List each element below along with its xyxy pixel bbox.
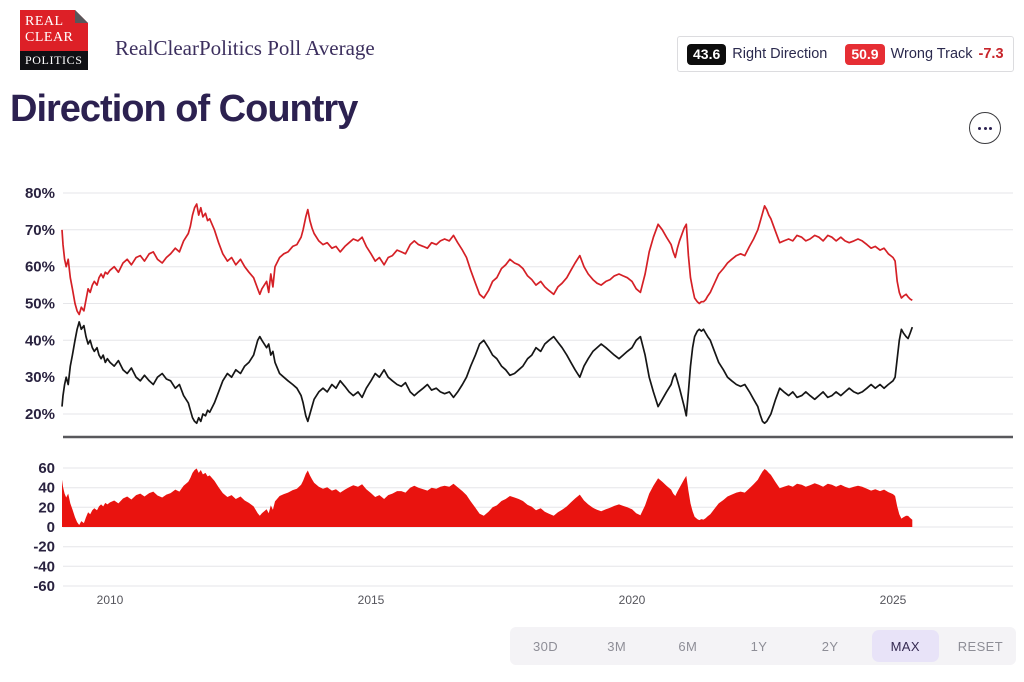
spread-ytick-label: 20: [38, 499, 55, 516]
main-ytick-label: 50%: [25, 296, 55, 313]
poll-average-subtitle: RealClearPolitics Poll Average: [115, 36, 375, 60]
direction-of-country-chart[interactable]: 80% 70% 60% 50% 40% 30% 20% 60 40 20 0 -20 -40 -60 201…: [0, 160, 1024, 620]
range-button-6m[interactable]: 6M: [678, 638, 698, 654]
rcp-logo-politics-block: POLITICS: [20, 51, 88, 70]
range-button-2y[interactable]: 2Y: [821, 638, 839, 654]
range-button-30d[interactable]: 30D: [533, 638, 559, 654]
legend-box: 43.6 Right Direction 50.9 Wrong Track -7…: [677, 36, 1014, 72]
main-ytick-label: 30%: [25, 369, 55, 386]
right-direction-value-badge: 43.6: [687, 43, 727, 65]
more-options-button[interactable]: [969, 112, 1001, 144]
range-button-reset[interactable]: RESET: [957, 638, 1004, 654]
spread-ytick-label: -60: [33, 578, 55, 595]
right-direction-label: Right Direction: [732, 46, 828, 62]
xtick-label-2010: 2010: [97, 593, 124, 607]
spread-value: -7.3: [978, 46, 1004, 62]
spread-ytick-label: -20: [33, 539, 55, 556]
right-direction-line: [61, 321, 914, 425]
spread-ytick-label: 0: [47, 519, 55, 536]
spread-ytick-label: -40: [33, 558, 55, 575]
xtick-label-2020: 2020: [619, 593, 646, 607]
wrong-track-label: Wrong Track: [890, 46, 973, 62]
page-title: Direction of Country: [10, 88, 358, 130]
rcp-logo[interactable]: REAL CLEAR POLITICS: [20, 10, 88, 70]
main-ytick-label: 80%: [25, 185, 55, 202]
ellipsis-icon: [978, 126, 981, 130]
main-ytick-label: 20%: [25, 406, 55, 423]
range-button-max[interactable]: MAX: [871, 630, 939, 662]
rcp-logo-line1: REAL: [25, 14, 64, 29]
wrong-track-value-badge: 50.9: [845, 43, 885, 65]
main-ytick-label: 60%: [25, 259, 55, 276]
spread-ytick-label: 40: [38, 480, 55, 497]
xtick-label-2015: 2015: [358, 593, 385, 607]
wrong-track-line: [61, 203, 913, 316]
spread-ytick-label: 60: [38, 460, 55, 477]
main-ytick-label: 70%: [25, 222, 55, 239]
range-button-3m[interactable]: 3M: [607, 638, 627, 654]
rcp-logo-line2: CLEAR: [25, 30, 74, 45]
xtick-label-2025: 2025: [880, 593, 907, 607]
spread-area: [62, 468, 913, 527]
main-ytick-label: 40%: [25, 332, 55, 349]
range-button-bar: 30D 3M 6M 1Y 2Y MAX RESET: [510, 627, 1016, 665]
logo-fold-corner-icon: [75, 10, 88, 23]
range-button-1y[interactable]: 1Y: [750, 638, 768, 654]
